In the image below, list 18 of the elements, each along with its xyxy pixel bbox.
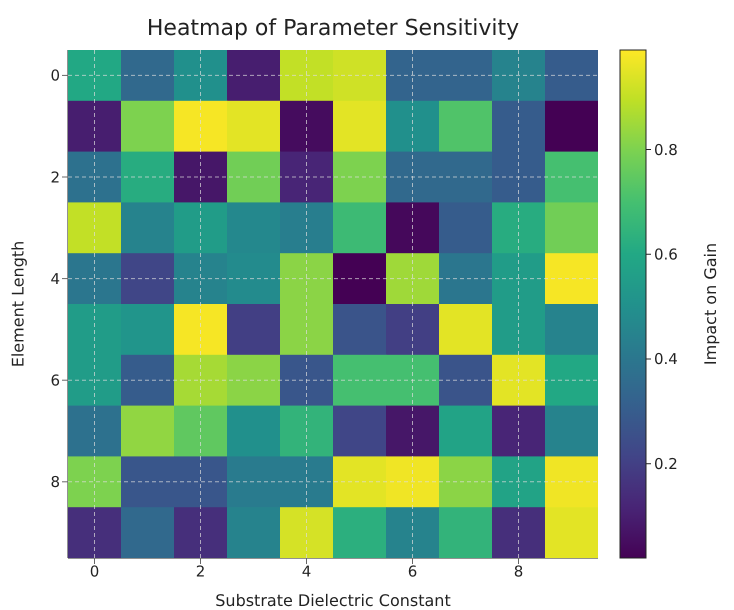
x-tick-label: 0 (90, 562, 100, 581)
x-tick-label: 4 (302, 562, 312, 581)
x-tick-label: 8 (514, 562, 524, 581)
color-bar-label: 0.2 (654, 454, 678, 473)
y-tick-label: 6 (50, 372, 60, 390)
chart-title: Heatmap of Parameter Sensitivity (146, 16, 520, 41)
y-axis-title: Element Length (8, 240, 28, 368)
y-tick-label: 8 (50, 473, 60, 492)
color-bar-title: Impact on Gain (701, 242, 720, 366)
x-tick-label: 6 (408, 562, 418, 581)
x-axis-title: Substrate Dielectric Constant (215, 591, 451, 610)
y-tick-label: 4 (50, 270, 60, 288)
color-bar-label: 0.6 (654, 245, 678, 264)
color-bar-label: 0.8 (654, 140, 678, 159)
x-tick-label: 2 (196, 562, 206, 581)
y-tick-label: 2 (50, 168, 60, 186)
color-bar-label: 0.4 (654, 350, 678, 368)
y-tick-label: 0 (50, 66, 60, 85)
